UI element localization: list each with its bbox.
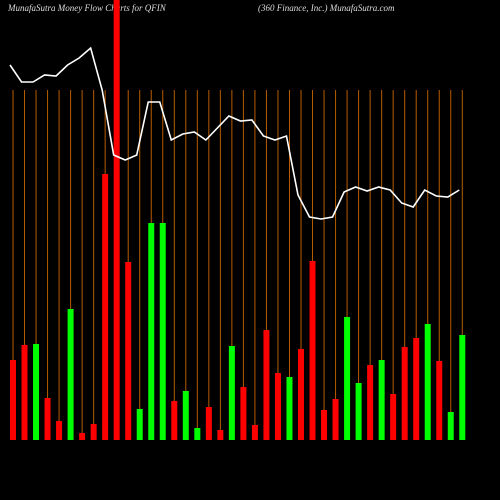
bar	[390, 394, 397, 440]
bar	[263, 330, 270, 440]
bar	[298, 349, 304, 440]
bar	[171, 401, 178, 440]
bar	[367, 365, 374, 440]
bar	[274, 373, 281, 440]
bar	[90, 424, 97, 440]
bar	[159, 223, 166, 440]
money-flow-line	[9, 46, 460, 220]
bar	[44, 398, 51, 440]
bar	[148, 223, 155, 440]
bar	[378, 360, 385, 440]
chart-title: MunafaSutra Money Flow Charts for QFIN	[7, 3, 167, 13]
bar	[10, 360, 16, 440]
bar	[251, 425, 258, 440]
bar	[321, 410, 328, 440]
bar	[33, 344, 40, 440]
chart-subtitle: (360 Finance, Inc.) MunafaSutra.com	[258, 3, 395, 13]
bar	[113, 0, 120, 440]
bar	[182, 391, 189, 440]
bar	[286, 377, 293, 440]
bar	[355, 383, 362, 440]
bar	[228, 346, 235, 440]
bar	[424, 324, 431, 440]
bar	[21, 345, 28, 440]
bar	[102, 174, 109, 440]
bar	[436, 361, 443, 440]
bar	[332, 399, 339, 440]
bar	[447, 412, 454, 440]
bar	[459, 335, 466, 440]
bar	[67, 309, 74, 440]
bar	[309, 261, 316, 440]
bar	[125, 262, 132, 440]
bar	[79, 433, 86, 440]
bar	[401, 347, 408, 440]
bar	[136, 409, 143, 440]
bar	[413, 338, 420, 440]
bar	[344, 317, 351, 440]
bar	[205, 407, 212, 440]
bar	[56, 421, 63, 440]
bar	[240, 387, 247, 440]
bar	[217, 430, 224, 440]
bar	[194, 428, 201, 440]
